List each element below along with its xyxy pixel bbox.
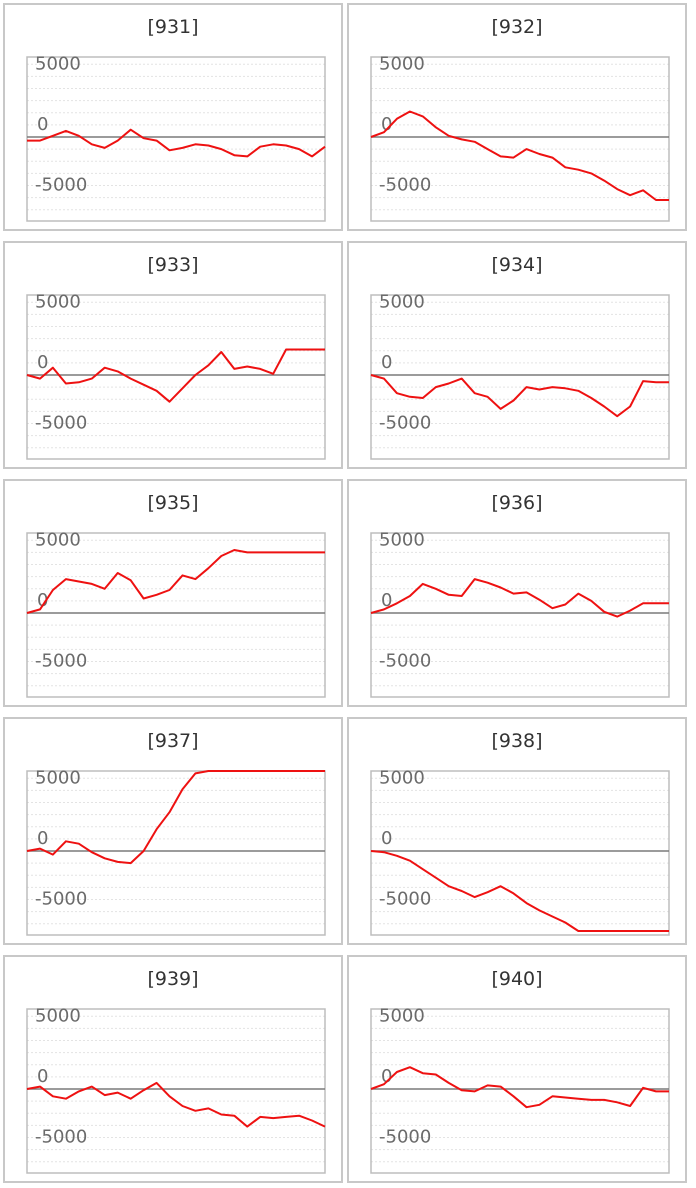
y-tick-label: 0 (37, 828, 48, 849)
plot-frame (370, 770, 670, 936)
series-line (26, 770, 325, 865)
y-tick-label: 5000 (35, 53, 81, 74)
chart-svg: 5000 0 -5000 (370, 291, 670, 460)
series-line (370, 374, 669, 418)
y-tick-label: 5000 (35, 291, 81, 312)
chart-svg: 5000 0 -5000 (370, 529, 670, 698)
chart-panel: [940] 5000 0 -5000 (347, 955, 687, 1183)
plot-frame (370, 532, 670, 698)
y-tick-label: 5000 (379, 1005, 425, 1026)
chart-title: [935] (147, 492, 199, 514)
chart-svg: 5000 0 -5000 (26, 767, 326, 936)
y-tick-label: 5000 (379, 53, 425, 74)
y-tick-label: 5000 (379, 291, 425, 312)
y-tick-label: 5000 (35, 529, 81, 550)
y-tick-label: 0 (37, 590, 48, 611)
y-tick-label: 5000 (35, 767, 81, 788)
chart-panel: [935] 5000 0 -5000 (3, 479, 343, 707)
y-tick-label: 0 (381, 1066, 392, 1087)
plot-frame (26, 770, 326, 936)
y-tick-label: -5000 (35, 651, 87, 672)
y-tick-label: -5000 (379, 889, 431, 910)
chart-title: [932] (491, 16, 543, 38)
chart-svg: 5000 0 -5000 (26, 1005, 326, 1174)
series-line (370, 1066, 669, 1109)
y-tick-label: -5000 (379, 1127, 431, 1148)
plot-frame (370, 294, 670, 460)
plot-frame (370, 1008, 670, 1174)
y-tick-label: -5000 (379, 651, 431, 672)
chart-svg: 5000 0 -5000 (370, 1005, 670, 1174)
series-line (26, 1081, 326, 1128)
chart-panel: [936] 5000 0 -5000 (347, 479, 687, 707)
chart-title: [939] (147, 968, 199, 990)
y-tick-label: -5000 (35, 175, 87, 196)
y-tick-label: -5000 (35, 413, 87, 434)
y-tick-label: -5000 (35, 889, 87, 910)
y-tick-label: 5000 (379, 767, 425, 788)
chart-svg: 5000 0 -5000 (370, 53, 670, 222)
chart-title: [937] (147, 730, 199, 752)
series-line (370, 110, 669, 201)
y-tick-label: -5000 (379, 175, 431, 196)
y-tick-label: -5000 (35, 1127, 87, 1148)
y-tick-label: 0 (381, 114, 392, 135)
series-line (26, 549, 325, 614)
chart-svg: 5000 0 -5000 (370, 767, 670, 936)
series-line (370, 578, 669, 618)
chart-title: [934] (491, 254, 543, 276)
chart-title: [940] (491, 968, 543, 990)
y-tick-label: 0 (37, 114, 48, 135)
y-tick-label: 5000 (379, 529, 425, 550)
plot-frame (26, 56, 326, 222)
chart-panel: [931] 5000 0 -5000 (3, 3, 343, 231)
y-tick-label: 0 (37, 1066, 48, 1087)
series-line (370, 850, 669, 932)
chart-title: [938] (491, 730, 543, 752)
y-tick-label: 0 (381, 828, 392, 849)
plot-frame (26, 532, 326, 698)
chart-panel: [939] 5000 0 -5000 (3, 955, 343, 1183)
plot-frame (26, 294, 326, 460)
chart-svg: 5000 0 -5000 (26, 53, 326, 222)
chart-svg: 5000 0 -5000 (26, 291, 326, 460)
series-line (27, 128, 326, 158)
chart-grid: [931] 5000 0 -5000 [932] 5000 0 -5000 [933] 5000 0… (3, 3, 693, 1185)
chart-title: [931] (147, 16, 199, 38)
chart-title: [936] (491, 492, 543, 514)
y-tick-label: 0 (37, 352, 48, 373)
y-tick-label: 5000 (35, 1005, 81, 1026)
plot-frame (26, 1008, 326, 1174)
y-tick-label: 0 (381, 352, 392, 373)
y-tick-label: -5000 (379, 413, 431, 434)
chart-panel: [932] 5000 0 -5000 (347, 3, 687, 231)
y-tick-label: 0 (381, 590, 392, 611)
chart-panel: [933] 5000 0 -5000 (3, 241, 343, 469)
series-line (26, 348, 325, 403)
chart-svg: 5000 0 -5000 (26, 529, 326, 698)
chart-panel: [934] 5000 0 -5000 (347, 241, 687, 469)
chart-title: [933] (147, 254, 199, 276)
chart-panel: [938] 5000 0 -5000 (347, 717, 687, 945)
chart-panel: [937] 5000 0 -5000 (3, 717, 343, 945)
plot-frame (370, 56, 670, 222)
